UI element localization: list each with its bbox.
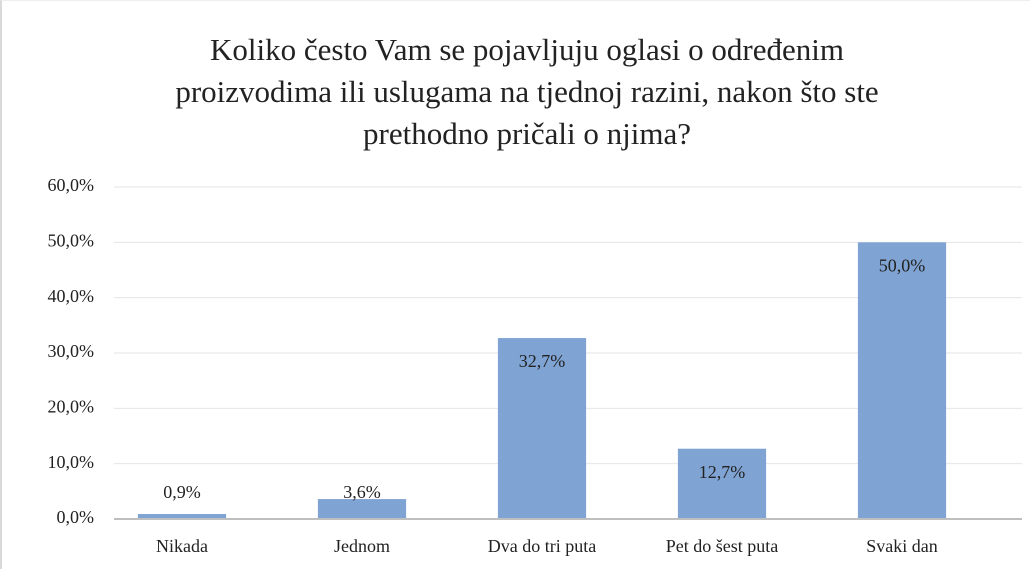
data-label: 3,6% [343, 482, 381, 502]
chart-title: Koliko često Vam se pojavljuju oglasi o … [175, 32, 879, 151]
y-tick-label: 50,0% [48, 230, 95, 250]
data-label: 0,9% [163, 482, 201, 502]
x-tick-label: Nikada [156, 536, 208, 556]
y-tick-label: 20,0% [48, 396, 95, 416]
y-tick-label: 60,0% [48, 175, 95, 195]
y-tick-label: 30,0% [48, 341, 95, 361]
bar [317, 499, 407, 519]
data-label: 12,7% [699, 462, 746, 482]
y-tick-label: 40,0% [48, 286, 95, 306]
bar [137, 514, 227, 519]
bar [677, 448, 767, 519]
y-tick-label: 10,0% [48, 452, 95, 472]
x-tick-label: Pet do šest puta [666, 536, 779, 556]
bar [857, 242, 947, 520]
x-tick-label: Svaki dan [866, 536, 938, 556]
x-tick-label: Dva do tri puta [488, 536, 596, 556]
x-tick-label: Jednom [334, 536, 390, 556]
y-tick-label: 0,0% [57, 507, 95, 527]
data-label: 50,0% [879, 255, 926, 275]
data-label: 32,7% [519, 351, 566, 371]
bar [497, 338, 587, 519]
